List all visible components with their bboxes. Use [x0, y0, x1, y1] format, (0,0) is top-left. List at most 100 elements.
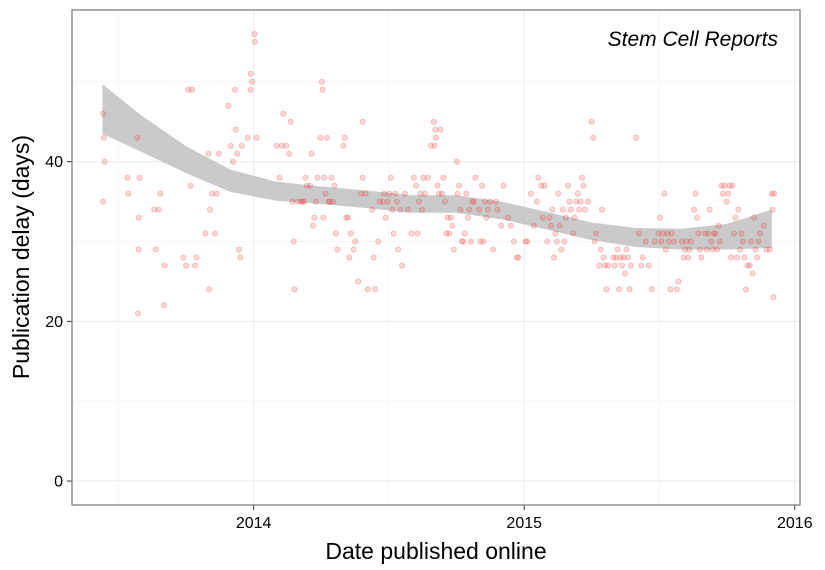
data-point	[124, 174, 131, 181]
data-point	[574, 190, 581, 197]
data-point	[325, 198, 332, 205]
data-point	[444, 214, 451, 221]
data-point	[611, 262, 618, 269]
data-point	[206, 286, 213, 293]
data-point	[755, 238, 762, 245]
data-point	[314, 174, 321, 181]
y-axis-title: Publication delay (days)	[8, 135, 34, 379]
data-point	[645, 262, 652, 269]
data-point	[580, 182, 587, 189]
data-point	[454, 190, 461, 197]
data-point	[432, 134, 439, 141]
data-point	[658, 238, 665, 245]
data-point	[437, 126, 444, 133]
data-point	[155, 206, 162, 213]
data-point	[229, 158, 236, 165]
data-point	[667, 286, 674, 293]
data-point	[478, 182, 485, 189]
data-point	[458, 238, 465, 245]
data-point	[209, 190, 216, 197]
data-point	[515, 254, 522, 261]
data-point	[352, 238, 359, 245]
data-point	[694, 214, 701, 221]
data-point	[276, 174, 283, 181]
data-point	[398, 262, 405, 269]
data-point	[661, 190, 668, 197]
data-point	[570, 230, 577, 237]
data-point	[675, 278, 682, 285]
data-point	[668, 230, 675, 237]
data-point	[290, 238, 297, 245]
data-point	[768, 190, 775, 197]
data-point	[298, 198, 305, 205]
data-point	[599, 206, 606, 213]
data-point	[421, 190, 428, 197]
data-point	[300, 198, 307, 205]
data-point	[447, 214, 454, 221]
data-point	[364, 286, 371, 293]
data-point	[358, 190, 365, 197]
data-point	[247, 86, 254, 93]
data-point	[347, 230, 354, 237]
data-point	[673, 286, 680, 293]
data-point	[205, 150, 212, 157]
data-point	[440, 174, 447, 181]
data-point	[711, 230, 718, 237]
data-point	[579, 174, 586, 181]
data-point	[682, 246, 689, 253]
data-point	[726, 182, 733, 189]
data-point	[642, 238, 649, 245]
data-point	[706, 206, 713, 213]
data-point	[387, 174, 394, 181]
data-point	[746, 262, 753, 269]
data-point	[712, 230, 719, 237]
data-point	[438, 190, 445, 197]
data-point	[362, 190, 369, 197]
data-point	[469, 198, 476, 205]
data-point	[395, 246, 402, 253]
y-tick-label: 40	[45, 154, 63, 171]
data-point	[418, 206, 425, 213]
data-point	[692, 190, 699, 197]
data-point	[135, 246, 142, 253]
data-point	[472, 174, 479, 181]
data-point	[748, 238, 755, 245]
smooth-band	[102, 84, 772, 250]
data-point	[533, 198, 540, 205]
data-point	[212, 230, 219, 237]
data-point	[332, 230, 339, 237]
data-point	[705, 230, 712, 237]
data-point	[431, 142, 438, 149]
data-point	[381, 190, 388, 197]
data-point	[605, 262, 612, 269]
data-point	[484, 206, 491, 213]
data-point	[457, 206, 464, 213]
data-point	[323, 134, 330, 141]
data-point	[481, 198, 488, 205]
data-point	[202, 230, 209, 237]
data-point	[382, 214, 389, 221]
data-point	[134, 134, 141, 141]
data-point	[500, 182, 507, 189]
data-point	[735, 206, 742, 213]
data-point	[289, 198, 296, 205]
data-point	[617, 254, 624, 261]
data-point	[639, 254, 646, 261]
data-point	[449, 222, 456, 229]
data-point	[206, 206, 213, 213]
data-point	[688, 238, 695, 245]
data-point	[467, 238, 474, 245]
data-point	[522, 238, 529, 245]
data-point	[702, 230, 709, 237]
data-point	[553, 238, 560, 245]
data-point	[685, 254, 692, 261]
data-point	[636, 230, 643, 237]
data-point	[101, 158, 108, 165]
data-point	[510, 238, 517, 245]
data-point	[664, 230, 671, 237]
data-point	[708, 238, 715, 245]
data-point	[561, 238, 568, 245]
data-point	[455, 182, 462, 189]
data-point	[734, 254, 741, 261]
data-point	[539, 214, 546, 221]
